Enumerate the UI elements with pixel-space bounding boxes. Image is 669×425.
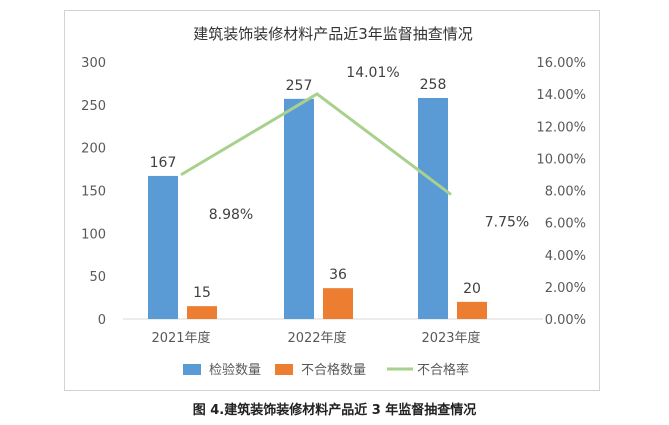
y-left-tick-label: 0	[98, 313, 106, 328]
y-left-tick-label: 250	[81, 99, 106, 114]
figure-caption: 图 4.建筑装饰装修材料产品近 3 年监督抽查情况	[192, 403, 477, 418]
y-right-tick-label: 6.00%	[545, 217, 586, 232]
y-right-tick-label: 0.00%	[545, 313, 586, 328]
x-tick-label: 2022年度	[287, 330, 346, 346]
legend-label: 不合格数量	[301, 362, 366, 378]
x-tick-label: 2021年度	[151, 330, 210, 346]
bar-value-label: 167	[150, 155, 177, 171]
bar-value-label: 20	[463, 281, 481, 297]
line-series	[180, 92, 452, 196]
bar-value-label: 257	[286, 78, 313, 94]
bar	[323, 288, 353, 319]
y-right-tick-label: 4.00%	[545, 249, 586, 264]
legend-label: 不合格率	[417, 362, 469, 378]
y-left-tick-label: 150	[81, 185, 106, 200]
line-value-label: 7.75%	[485, 215, 529, 231]
y-right-tick-label: 2.00%	[545, 281, 586, 296]
y-right-tick-label: 14.00%	[536, 88, 586, 103]
y-right-tick-label: 10.00%	[536, 152, 586, 167]
y-left-tick-label: 300	[81, 56, 106, 71]
bar	[457, 301, 487, 319]
bar-value-label: 36	[329, 267, 347, 283]
line-value-label: 8.98%	[209, 207, 253, 223]
y-right-tick-label: 16.00%	[536, 56, 586, 71]
legend-item: 检验数量	[183, 362, 261, 378]
legend-swatch	[183, 364, 201, 375]
bar	[418, 97, 448, 319]
y-left-tick-label: 200	[81, 142, 106, 157]
y-left-tick-label: 50	[89, 270, 106, 285]
y-left-tick-label: 100	[81, 227, 106, 242]
bar-value-label: 15	[193, 285, 211, 301]
chart-frame: 建筑装饰装修材料产品近3年监督抽查情况 0 50 100 150 200 250 300 0…	[64, 10, 600, 391]
bar-value-label: 258	[420, 77, 447, 93]
legend-item: 不合格率	[387, 362, 469, 378]
line-value-label: 14.01%	[346, 65, 399, 81]
legend-item: 不合格数量	[275, 362, 366, 378]
chart-title: 建筑装饰装修材料产品近3年监督抽查情况	[193, 25, 473, 43]
legend-swatch	[275, 364, 293, 375]
legend-label: 检验数量	[209, 362, 261, 378]
y-right-tick-label: 8.00%	[545, 185, 586, 200]
bar	[187, 306, 217, 319]
chart: 建筑装饰装修材料产品近3年监督抽查情况 0 50 100 150 200 250 300 0…	[81, 25, 586, 378]
bar	[148, 175, 178, 319]
bar	[284, 98, 314, 319]
y-right-tick-label: 12.00%	[536, 120, 586, 135]
x-tick-label: 2023年度	[421, 330, 480, 346]
